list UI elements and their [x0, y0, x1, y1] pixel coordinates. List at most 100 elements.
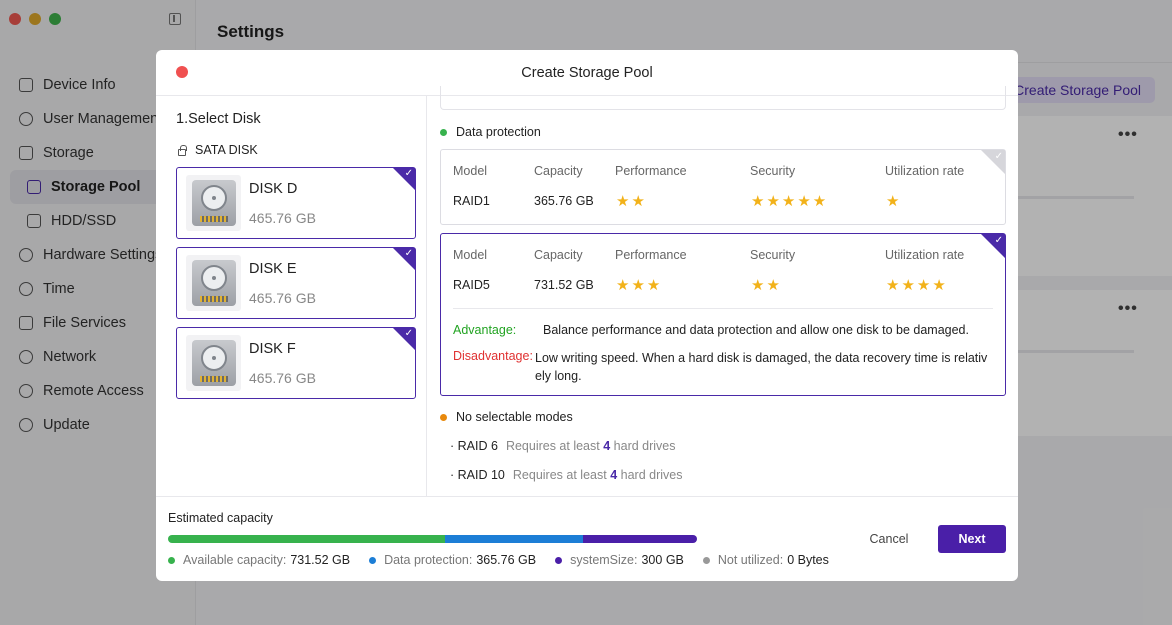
dialog-title: Create Storage Pool	[521, 65, 653, 81]
update-icon	[19, 418, 33, 432]
dialog-header-divider	[156, 95, 1018, 96]
legend-item: Data protection: 365.76 GB	[369, 553, 536, 567]
window-close-button[interactable]	[9, 13, 21, 25]
create-storage-pool-dialog: Create Storage Pool 1.Select Disk SATA D…	[156, 50, 1018, 581]
legend-dot-icon	[168, 556, 175, 564]
sidebar-item-label: File Services	[43, 315, 126, 331]
raid-option-raid5[interactable]: ✓ Model Capacity Performance Security Ut…	[440, 233, 1006, 396]
disk-type-text: SATA DISK	[195, 143, 258, 157]
security-stars: ★★★★★	[751, 193, 829, 210]
legend-value: 731.52 GB	[290, 553, 351, 567]
sidebar-item-device-info[interactable]: Device Info	[0, 68, 196, 102]
utilization-stars: ★★★★	[886, 277, 948, 294]
no-selectable-heading: No selectable modes	[440, 410, 573, 424]
next-button[interactable]: Next	[938, 525, 1006, 553]
globe-icon	[19, 350, 33, 364]
legend-dot-icon	[369, 556, 377, 564]
sidebar-toggle-icon[interactable]	[169, 13, 181, 25]
column-divider	[426, 96, 427, 496]
capacity-bar	[168, 535, 697, 543]
raid-capacity: 731.52 GB	[534, 278, 594, 292]
performance-stars: ★★★	[616, 277, 663, 294]
disk-size: 465.76 GB	[249, 370, 316, 386]
sidebar-item-label: Storage Pool	[51, 179, 141, 195]
file-icon	[19, 316, 33, 330]
legend-name: Not utilized:	[717, 553, 784, 567]
pool-usage-bar	[1018, 350, 1134, 353]
requirement-suffix: hard drives	[620, 468, 683, 482]
legend-item: Available capacity: 731.52 GB	[168, 553, 350, 567]
mode-name: · RAID 6	[450, 439, 498, 453]
window-minimize-button[interactable]	[29, 13, 41, 25]
unselected-check-icon	[981, 150, 1005, 174]
capacity-segment	[444, 535, 584, 543]
capacity-legend: Available capacity: 731.52 GB Data protec…	[168, 553, 848, 567]
step-title: 1.Select Disk	[176, 111, 261, 127]
sidebar-item-file-services[interactable]: File Services	[0, 306, 196, 340]
column-header: Capacity	[534, 248, 583, 262]
disk-type-label: SATA DISK	[178, 143, 258, 157]
legend-item: Not utilized: 0 Bytes	[702, 553, 829, 567]
legend-value: 365.76 GB	[476, 553, 537, 567]
sidebar-item-label: Hardware Settings	[43, 247, 163, 263]
advantage-label: Advantage:	[453, 323, 517, 337]
sidebar-item-label: Update	[43, 417, 90, 433]
sidebar-item-time[interactable]: Time	[0, 272, 196, 306]
disadvantage-text: Low writing speed. When a hard disk is d…	[535, 351, 988, 383]
requirement-suffix: hard drives	[613, 439, 676, 453]
section-label: Data protection	[456, 125, 541, 139]
page-title: Settings	[217, 22, 285, 41]
sidebar-item-label: Network	[43, 349, 97, 365]
info-icon	[19, 78, 33, 92]
orange-dot-icon	[440, 413, 447, 421]
lock-icon	[178, 144, 187, 156]
legend-name: Data protection:	[384, 553, 473, 567]
utilization-stars: ★	[886, 193, 902, 210]
pool-icon	[27, 180, 41, 194]
pool-usage-bar	[1018, 196, 1134, 199]
column-header: Capacity	[534, 164, 583, 178]
section-label: No selectable modes	[456, 410, 573, 424]
raid-capacity: 365.76 GB	[534, 194, 594, 208]
selected-check-icon	[981, 234, 1005, 258]
hard-disk-icon	[186, 175, 241, 231]
disk-card-f[interactable]: DISK F 465.76 GB ✓	[176, 327, 416, 399]
required-count: 4	[603, 439, 611, 453]
legend-dot-icon	[702, 556, 710, 564]
sidebar-item-hardware-settings[interactable]: Hardware Settings	[0, 238, 196, 272]
advantage-text: Balance performance and data protection …	[543, 323, 969, 337]
legend-value: 0 Bytes	[787, 553, 829, 567]
clock-icon	[19, 282, 33, 296]
disk-card-e[interactable]: DISK E 465.76 GB ✓	[176, 247, 416, 319]
antenna-icon	[19, 384, 33, 398]
window-zoom-button[interactable]	[49, 13, 61, 25]
sidebar-item-user-management[interactable]: User Management	[0, 102, 196, 136]
column-header: Utilization rate	[885, 248, 965, 262]
sidebar-item-remote-access[interactable]: Remote Access	[0, 374, 196, 408]
sidebar-item-network[interactable]: Network	[0, 340, 196, 374]
sidebar-item-label: User Management	[43, 111, 163, 127]
close-button[interactable]	[176, 66, 188, 78]
more-icon[interactable]: •••	[1118, 126, 1138, 143]
sidebar-item-label: Time	[43, 281, 75, 297]
hdd-icon	[27, 214, 41, 228]
unavailable-mode-raid10: · RAID 10 Requires at least 4 hard drives	[450, 468, 682, 482]
raid-option-raid1[interactable]: ✓ Model Capacity Performance Security Ut…	[440, 149, 1006, 225]
sidebar-item-update[interactable]: Update	[0, 408, 196, 442]
sidebar-item-storage[interactable]: Storage	[0, 136, 196, 170]
create-storage-pool-button[interactable]: Create Storage Pool	[1000, 77, 1155, 103]
scrolled-card-edge	[440, 86, 1006, 110]
performance-stars: ★★	[616, 193, 647, 210]
cancel-button[interactable]: Cancel	[869, 532, 909, 546]
green-dot-icon	[440, 128, 447, 136]
sidebar-item-hdd-ssd[interactable]: HDD/SSD	[0, 204, 196, 238]
disk-card-d[interactable]: DISK D 465.76 GB ✓	[176, 167, 416, 239]
capacity-segment	[583, 535, 697, 543]
selected-check-icon	[393, 328, 415, 350]
more-icon[interactable]: •••	[1118, 300, 1138, 317]
column-header: Security	[750, 164, 796, 178]
footer-divider	[156, 496, 1018, 497]
column-header: Utilization rate	[885, 164, 965, 178]
raid-model: RAID5	[453, 278, 490, 292]
disk-name: DISK E	[249, 261, 297, 277]
